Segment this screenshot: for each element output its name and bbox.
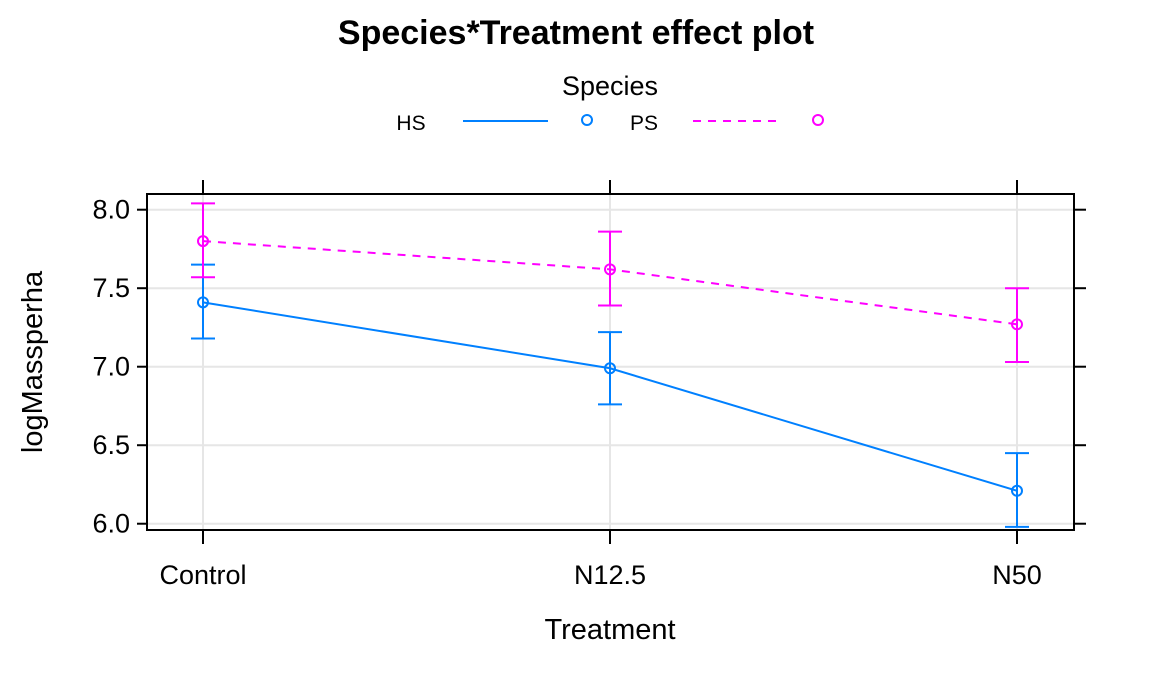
data-point-ps <box>604 263 616 276</box>
y-axis-label: logMassperha <box>17 270 49 453</box>
legend-title: Species <box>562 71 658 101</box>
legend: Species HS PS <box>396 71 824 135</box>
legend-marker-hs <box>581 114 593 126</box>
x-tick-label: N12.5 <box>574 560 646 590</box>
data-point-hs <box>197 296 209 309</box>
legend-marker-ps <box>812 114 824 126</box>
y-tick-label: 8.0 <box>92 195 130 225</box>
y-tick-label: 7.0 <box>92 352 130 382</box>
x-tick-label: Control <box>159 560 246 590</box>
y-tick-label: 6.0 <box>92 509 130 539</box>
x-tick-label: N50 <box>992 560 1042 590</box>
data-point-ps <box>1011 318 1023 331</box>
data-point-ps <box>197 235 209 248</box>
y-tick-label: 7.5 <box>92 273 130 303</box>
legend-label-ps: PS <box>630 112 658 135</box>
data-point-hs <box>604 362 616 375</box>
data-point-hs <box>1011 484 1023 497</box>
x-axis-label: Treatment <box>544 614 675 646</box>
y-tick-label: 6.5 <box>92 430 130 460</box>
axis-ticks: 6.0 6.5 7.0 7.5 8.0 Control N12.5 N50 <box>92 180 1086 590</box>
plot-data <box>191 202 1029 528</box>
legend-entries: HS PS <box>396 112 824 135</box>
chart-title: Species*Treatment effect plot <box>338 14 814 52</box>
legend-label-hs: HS <box>396 112 425 135</box>
